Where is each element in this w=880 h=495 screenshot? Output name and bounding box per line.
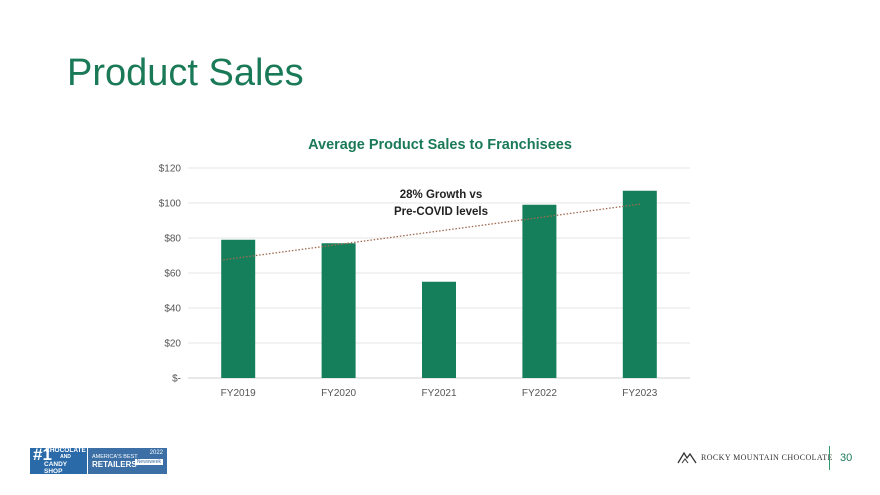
x-tick-label: FY2023 xyxy=(622,388,657,399)
mountain-icon xyxy=(677,451,697,464)
bar-fy2019 xyxy=(221,239,256,378)
x-tick-label: FY2022 xyxy=(522,388,557,399)
badge-line-1: CHOCOLATE xyxy=(45,447,86,454)
y-tick-label: $20 xyxy=(164,339,181,350)
chart-title: Average Product Sales to Franchisees xyxy=(308,137,572,153)
badge2-year: 2022 xyxy=(149,450,163,456)
badge-line-2: AND xyxy=(60,454,71,460)
trendline xyxy=(223,203,642,261)
y-tick-label: $60 xyxy=(164,269,181,280)
badge-line-3: CANDY SHOP xyxy=(44,461,67,475)
badge2-main: RETAILERS xyxy=(92,459,137,469)
slide-title: Product Sales xyxy=(67,52,304,94)
annotation-line-2: Pre-COVID levels xyxy=(394,206,488,218)
y-tick-label: $100 xyxy=(159,199,182,210)
chocolate-shop-badge: #1 CHOCOLATE AND CANDY SHOP xyxy=(30,445,87,475)
badge-rank: #1 xyxy=(33,445,52,464)
x-tick-label: FY2021 xyxy=(421,388,456,399)
award-badges: #1 CHOCOLATE AND CANDY SHOP AMERICA'S BE… xyxy=(30,445,167,475)
y-tick-label: $40 xyxy=(164,304,181,315)
y-tick-label: $80 xyxy=(164,234,181,245)
best-retailers-badge: AMERICA'S BEST RETAILERS 2022 Newsweek xyxy=(87,448,167,474)
bar-fy2020 xyxy=(321,243,356,378)
bar-fy2021 xyxy=(422,281,456,378)
bar-fy2023 xyxy=(622,190,657,378)
company-logo-text: ROCKY MOUNTAIN CHOCOLATE xyxy=(701,452,833,462)
y-tick-label: $120 xyxy=(159,164,182,175)
x-tick-label: FY2019 xyxy=(221,388,256,399)
company-logo: ROCKY MOUNTAIN CHOCOLATE xyxy=(677,450,833,464)
x-tick-label: FY2020 xyxy=(321,388,356,399)
page-number: 30 xyxy=(840,452,853,464)
annotation-line-1: 28% Growth vs xyxy=(400,189,482,201)
y-tick-label: $- xyxy=(172,374,181,385)
badge2-top: AMERICA'S BEST xyxy=(92,453,138,460)
bar-fy2022 xyxy=(522,204,557,378)
badge2-publisher: Newsweek xyxy=(134,459,163,465)
footer-divider xyxy=(829,446,830,470)
